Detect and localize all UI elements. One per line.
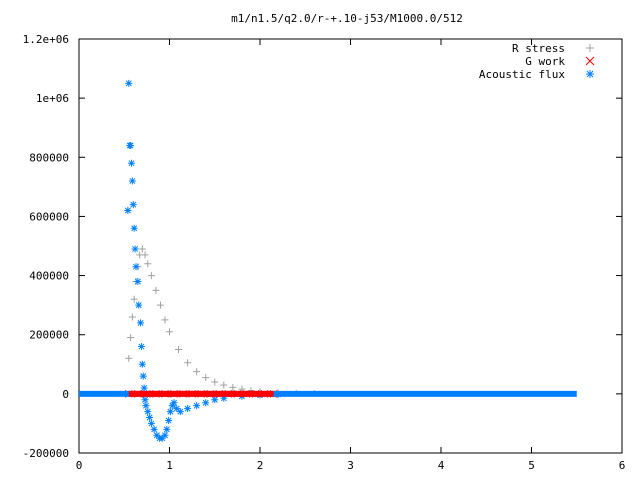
data-point — [138, 360, 146, 368]
data-point — [158, 434, 166, 442]
data-point — [141, 251, 149, 259]
data-point — [202, 374, 210, 382]
data-point — [134, 277, 142, 285]
data-point — [193, 402, 201, 410]
data-point — [170, 399, 178, 407]
y-tick-label: 0 — [62, 388, 69, 401]
x-tick-label: 6 — [619, 459, 626, 472]
data-point — [165, 416, 173, 424]
data-point — [184, 359, 192, 367]
legend-marker — [586, 44, 594, 52]
legend-label: Acoustic flux — [479, 68, 565, 81]
data-point — [168, 402, 176, 410]
y-tick-label: 200000 — [29, 329, 69, 342]
y-tick-label: 800000 — [29, 151, 69, 164]
data-point — [129, 201, 137, 209]
y-tick-label: 1.2e+06 — [23, 33, 69, 46]
data-point — [140, 384, 148, 392]
zero-band — [79, 390, 577, 397]
data-point — [130, 224, 138, 232]
y-tick-label: 400000 — [29, 270, 69, 283]
data-point — [163, 425, 171, 433]
legend-label: R stress — [512, 42, 565, 55]
data-point — [153, 431, 161, 439]
chart-title: m1/n1.5/q2.0/r-+.10-j53/M1000.0/512 — [231, 12, 463, 25]
data-point — [127, 334, 135, 342]
data-marks — [79, 79, 577, 442]
data-point — [152, 286, 160, 294]
data-point — [184, 405, 192, 413]
data-point — [144, 408, 152, 416]
data-point — [193, 368, 201, 376]
data-point — [229, 383, 237, 391]
data-point — [147, 419, 155, 427]
data-point — [142, 402, 150, 410]
data-point — [137, 343, 145, 351]
data-point — [220, 381, 228, 389]
g-work-band — [128, 390, 274, 397]
data-point — [141, 396, 149, 404]
data-point — [137, 319, 145, 327]
legend-marker — [585, 56, 595, 66]
data-point — [166, 408, 174, 416]
data-point — [128, 177, 136, 185]
data-point — [144, 260, 152, 268]
data-point — [161, 431, 169, 439]
data-point — [175, 346, 183, 353]
data-point — [138, 245, 146, 253]
data-point — [211, 378, 219, 386]
data-point — [130, 295, 138, 303]
x-tick-label: 3 — [347, 459, 354, 472]
data-point — [132, 263, 140, 271]
data-point — [139, 372, 147, 380]
data-point — [173, 405, 181, 413]
x-tick-label: 1 — [166, 459, 173, 472]
legend-label: G work — [525, 55, 565, 68]
data-point — [202, 399, 210, 407]
data-point — [166, 328, 173, 336]
data-point — [131, 245, 139, 253]
g-work-zero-band — [128, 390, 274, 397]
data-point — [125, 79, 133, 87]
data-point — [135, 301, 143, 309]
y-tick-label: -200000 — [23, 447, 69, 460]
legend-marker — [586, 70, 594, 78]
data-point — [147, 272, 155, 280]
data-point — [150, 425, 158, 433]
data-point — [125, 354, 133, 362]
data-point — [127, 159, 135, 167]
data-point — [146, 414, 154, 422]
data-point — [128, 313, 136, 321]
data-point — [220, 394, 228, 402]
x-tick-label: 0 — [76, 459, 83, 472]
data-point — [161, 316, 169, 324]
data-point — [211, 396, 219, 404]
data-point — [156, 301, 164, 309]
y-tick-label: 600000 — [29, 210, 69, 223]
data-point — [124, 207, 132, 215]
axes: -200000 0 200000 400000 600000 800000 1e+06 1.2… — [23, 33, 626, 472]
data-point — [176, 408, 184, 416]
x-tick-label: 5 — [528, 459, 535, 472]
series-group — [125, 245, 318, 398]
data-point — [127, 141, 135, 149]
x-tick-label: 2 — [257, 459, 264, 472]
y-tick-label: 1e+06 — [36, 92, 69, 105]
series-group — [79, 390, 577, 397]
x-tick-label: 4 — [438, 459, 445, 472]
